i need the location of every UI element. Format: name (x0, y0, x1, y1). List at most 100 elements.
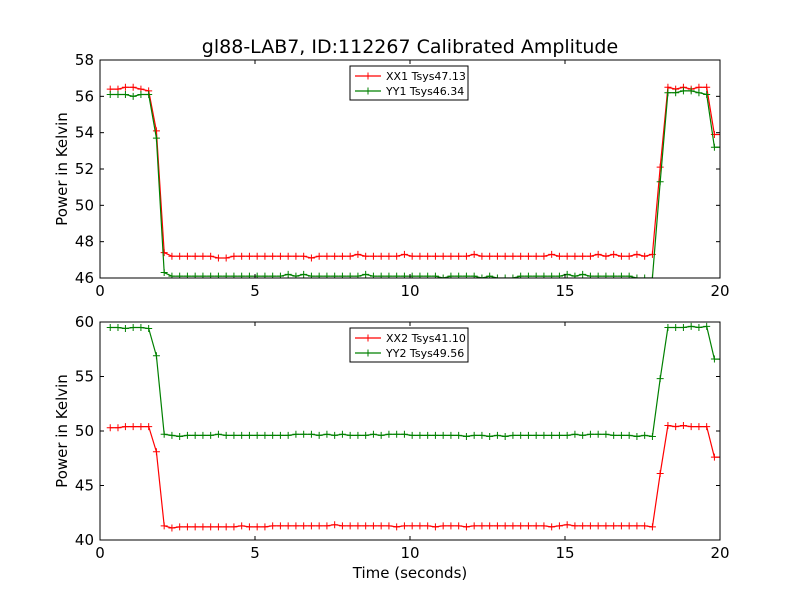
y-tick-label: 56 (75, 87, 94, 105)
data-point (106, 424, 114, 432)
data-point (579, 252, 587, 260)
data-point (594, 272, 602, 278)
data-point (269, 252, 277, 260)
data-point (346, 252, 354, 260)
legend-swatch-marker (364, 349, 372, 357)
data-point (571, 252, 579, 260)
data-point (377, 522, 385, 530)
legend-box (349, 327, 469, 363)
data-point (168, 524, 176, 532)
data-point (307, 430, 315, 438)
data-point (284, 252, 292, 260)
data-point (664, 422, 672, 430)
data-point (470, 272, 478, 278)
data-point (563, 431, 571, 439)
data-point (276, 522, 284, 530)
data-point (300, 252, 308, 260)
x-tick-label: 5 (250, 544, 260, 562)
data-point (679, 422, 687, 430)
data-point (532, 272, 540, 278)
data-point (300, 430, 308, 438)
data-point (648, 432, 656, 440)
data-point (641, 431, 649, 439)
data-point (145, 91, 153, 99)
data-point (152, 127, 160, 135)
data-point (199, 252, 207, 260)
data-point (478, 252, 486, 260)
data-point (323, 522, 331, 530)
data-point (160, 249, 168, 257)
data-point (400, 430, 408, 438)
data-point (393, 252, 401, 260)
data-point (393, 272, 401, 278)
data-point (594, 250, 602, 258)
data-point (362, 522, 370, 530)
data-point (648, 523, 656, 531)
plot-area (106, 83, 720, 278)
legend-label: YY1 Tsys46.34 (385, 85, 464, 98)
data-point (586, 272, 594, 278)
data-point (331, 431, 339, 439)
data-point (679, 323, 687, 331)
data-point (191, 431, 199, 439)
data-point (238, 522, 246, 530)
data-point (579, 522, 587, 530)
data-point (586, 522, 594, 530)
data-point (385, 252, 393, 260)
data-point (447, 272, 455, 278)
x-tick-label: 10 (400, 282, 419, 300)
data-point (462, 272, 470, 278)
data-point (486, 252, 494, 260)
data-point (509, 252, 517, 260)
data-point (261, 272, 269, 278)
data-point (703, 91, 711, 99)
legend-label: YY2 Tsys49.56 (385, 347, 464, 360)
data-point (687, 87, 695, 95)
data-point (137, 423, 145, 431)
data-point (176, 432, 184, 440)
data-point (610, 431, 618, 439)
data-point (555, 252, 563, 260)
data-point (245, 431, 253, 439)
x-tick-label: 0 (95, 544, 105, 562)
data-point (455, 272, 463, 278)
data-point (183, 523, 191, 531)
data-point (602, 252, 610, 260)
data-point (462, 523, 470, 531)
data-point (253, 252, 261, 260)
y-tick-label: 50 (75, 422, 94, 440)
data-point (408, 252, 416, 260)
data-point (579, 270, 587, 278)
data-point (315, 431, 323, 439)
data-point (129, 423, 137, 431)
data-point (315, 522, 323, 530)
data-point (214, 254, 222, 262)
y-tick-label: 40 (75, 531, 94, 549)
data-point (695, 89, 703, 97)
data-point (455, 252, 463, 260)
data-point (292, 522, 300, 530)
data-point (222, 272, 230, 278)
data-point (160, 522, 168, 530)
data-point (579, 431, 587, 439)
data-point (121, 423, 129, 431)
data-point (369, 272, 377, 278)
data-point (261, 431, 269, 439)
data-point (238, 272, 246, 278)
data-point (493, 431, 501, 439)
x-tick-label: 15 (555, 282, 574, 300)
data-point (400, 522, 408, 530)
data-point (362, 270, 370, 278)
data-point (377, 252, 385, 260)
data-point (716, 130, 720, 138)
legend-swatch-marker (364, 334, 372, 342)
series-line-2 (110, 90, 720, 278)
data-point (338, 522, 346, 530)
series-line-1 (110, 424, 720, 529)
data-point (431, 272, 439, 278)
data-point (346, 431, 354, 439)
data-point (354, 250, 362, 258)
data-point (424, 522, 432, 530)
data-point (276, 272, 284, 278)
data-point (656, 178, 664, 186)
